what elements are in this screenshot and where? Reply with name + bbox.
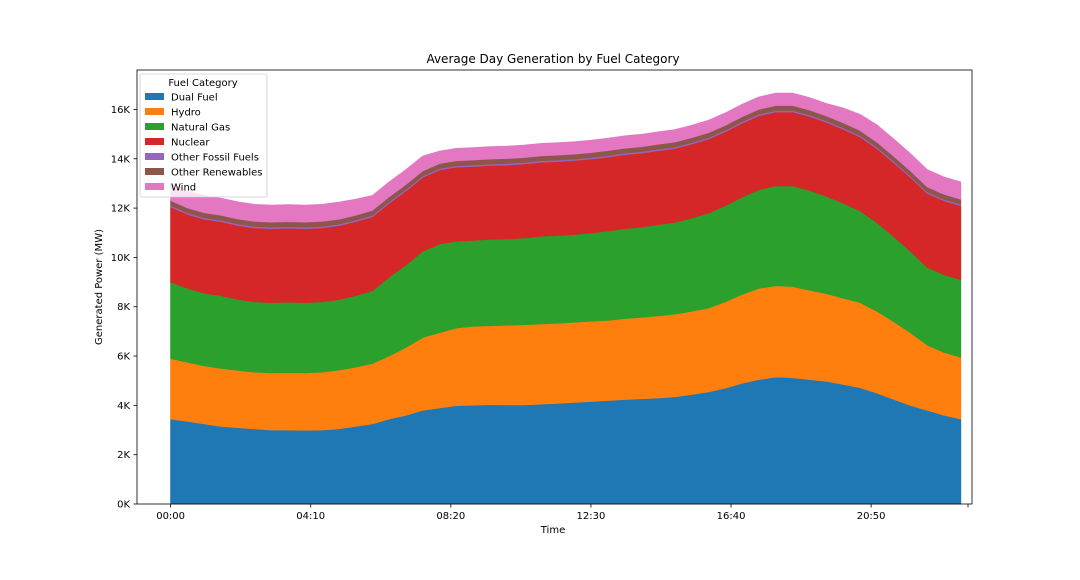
legend: Fuel Category Dual Fuel Hydro Natural Gas N… (139, 73, 268, 198)
x-axis-label: Time (540, 525, 565, 536)
legend-label: Other Fossil Fuels (171, 153, 259, 164)
legend-label: Dual Fuel (171, 93, 218, 104)
y-axis-label: Generated Power (MW) (94, 229, 105, 345)
y-tick-label: 10K (111, 253, 131, 264)
legend-swatch (145, 108, 164, 115)
x-axis: 00:00 04:10 08:20 12:30 16:40 20:50 (156, 504, 969, 522)
legend-items: Dual Fuel Hydro Natural Gas Nuclear Other Fo… (145, 93, 263, 194)
area-wind (170, 92, 962, 223)
y-tick-label: 6K (117, 352, 130, 363)
legend-swatch (145, 168, 164, 175)
x-tick-label: 12:30 (577, 511, 606, 522)
y-tick-label: 2K (117, 450, 130, 461)
legend-swatch (145, 93, 164, 100)
x-tick-label: 00:00 (156, 511, 185, 522)
legend-swatch (145, 138, 164, 145)
legend-swatch (145, 123, 164, 130)
x-tick-label: 04:10 (296, 511, 325, 522)
chart-title: Average Day Generation by Fuel Category (426, 52, 679, 66)
legend-label: Natural Gas (171, 123, 230, 134)
legend-label: Hydro (171, 108, 201, 119)
x-tick-label: 16:40 (717, 511, 746, 522)
plot-frame (136, 69, 973, 505)
y-tick-label: 12K (111, 204, 131, 215)
y-axis: 0K 2K 4K 6K 8K 10K 12K 14K 16K (111, 105, 137, 511)
y-tick-label: 14K (111, 154, 131, 165)
legend-label: Nuclear (171, 138, 210, 149)
x-tick-label: 08:20 (436, 511, 465, 522)
legend-title: Fuel Category (168, 78, 237, 89)
y-tick-label: 16K (111, 105, 131, 116)
area-series-group (170, 92, 962, 505)
y-tick-label: 8K (117, 302, 130, 313)
y-tick-label: 4K (117, 401, 130, 412)
legend-swatch (145, 153, 164, 160)
x-tick-label: 20:50 (857, 511, 886, 522)
legend-box (139, 73, 268, 198)
y-tick-label: 0K (117, 500, 130, 511)
legend-label: Wind (171, 183, 196, 194)
legend-swatch (145, 183, 164, 190)
legend-label: Other Renewables (171, 168, 263, 179)
